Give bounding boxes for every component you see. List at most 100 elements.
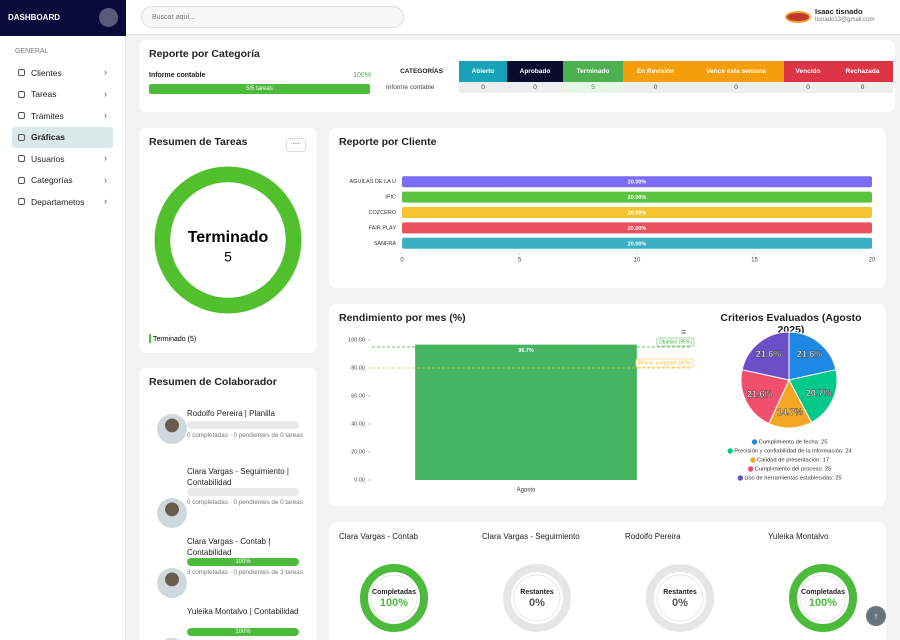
performance-card: Rendimiento por mes (%) Criterios Evalua… xyxy=(329,304,886,506)
x-tick-label: 15 xyxy=(751,258,758,264)
legend-swatch xyxy=(149,334,151,343)
menu-icon xyxy=(18,198,25,205)
menu-label: Clientes xyxy=(31,67,62,78)
value-label: 20.00% xyxy=(628,210,647,216)
gauge-value-label: 0% xyxy=(529,597,545,609)
menu-item[interactable]: Categorías › xyxy=(12,170,113,191)
client-card: Reporte por Cliente 0 5 10 15 20 AGUILAS DE L… xyxy=(329,128,886,288)
gauge-chart: Clara Vargas - ContabCompletadas100%Clar… xyxy=(339,532,857,632)
y-tick-label: 0.00 xyxy=(354,477,365,483)
gauge-card: Clara Vargas - Contab Completadas 100% Clar… xyxy=(329,522,886,640)
card-title: Reporte por Categoría xyxy=(149,48,260,60)
category-table: CATEGORÍAS Abierto Aprobado Terminado En Rev… xyxy=(384,61,893,93)
table-header: CATEGORÍAS Abierto Aprobado Terminado En Rev… xyxy=(384,61,893,82)
value-label: 21.6% xyxy=(747,389,773,399)
progress-track: 100% xyxy=(187,558,299,566)
legend-label: Cumplimiento del proceso: 25 xyxy=(755,467,832,473)
collaborator-name: Rodolfo Pereira | Planilla xyxy=(187,409,275,418)
avatar xyxy=(157,414,187,444)
menu-toggle[interactable] xyxy=(99,8,118,27)
menu-label: Trámites xyxy=(31,110,64,121)
y-tick-label: 20.00 xyxy=(351,449,365,455)
more-button[interactable]: ··· xyxy=(286,138,306,152)
y-tick-label: AGUILAS DE LA U xyxy=(350,179,396,185)
sidebar: DASHBOARD GENERAL Clientes › Tareas › Trámit… xyxy=(0,0,126,640)
chevron: › xyxy=(104,110,107,120)
user-email[interactable]: tisnado13@gmail.com xyxy=(815,17,875,23)
gauge-name: Clara Vargas - Seguimiento xyxy=(482,532,580,541)
category-card: Reporte por Categoría Informe contable 1… xyxy=(139,40,895,112)
collaborator-card: Resumen de Colaborador Rodolfo Pereira |… xyxy=(139,368,317,640)
pie-slice xyxy=(741,331,790,381)
progress-label: 100% xyxy=(235,559,251,565)
collaborator-name: Clara Vargas - Seguimiento | Contabilida… xyxy=(187,467,289,487)
value-label: 21.6% xyxy=(797,349,823,359)
menu-item[interactable]: Gráficas› xyxy=(12,126,113,148)
card-title: Resumen de Colaborador xyxy=(149,376,277,388)
value-label: 20.7% xyxy=(806,388,832,398)
header-cell: Vence esta semana xyxy=(688,61,784,82)
gauge-arc xyxy=(789,564,857,632)
gauge-inner xyxy=(656,574,704,622)
progress-label: 100% xyxy=(235,629,251,635)
progress-text: 0 completadas · 0 pendientes de 0 tareas xyxy=(187,432,303,439)
header-cell: Rechazada xyxy=(832,61,893,82)
menu-item[interactable]: Trámites › xyxy=(12,105,113,126)
row-label: Informe contable xyxy=(384,82,459,93)
bar xyxy=(402,237,872,249)
section-label: GENERAL xyxy=(15,48,49,55)
brand: DASHBOARD xyxy=(8,13,60,22)
menu-item[interactable]: Departametos › xyxy=(12,191,113,212)
progress-track: 5/5 tareas xyxy=(149,84,370,94)
center-label: Terminado xyxy=(188,229,269,246)
card-title: Resumen de Tareas xyxy=(149,136,248,148)
donut-inner-ring xyxy=(170,182,286,298)
gauge-center-label: Restantes xyxy=(663,589,697,596)
menu-icon xyxy=(18,133,25,141)
legend-dot xyxy=(751,439,758,445)
count-cell: 0 xyxy=(459,82,507,93)
menu-item[interactable]: Tareas › xyxy=(12,84,113,105)
progress-track xyxy=(187,421,299,429)
header-cell: Vencido xyxy=(784,61,832,82)
collaborator-name: Clara Vargas - Contab | Contabilidad xyxy=(187,537,271,557)
menu-label: Gráficas xyxy=(31,132,66,142)
gauge-center-label: Completadas xyxy=(801,589,845,596)
x-tick-label: Agosto xyxy=(517,488,536,494)
menu-item[interactable]: Clientes › xyxy=(12,62,113,83)
task-card: Resumen de Tareas ··· Terminado 5 Terminad… xyxy=(139,128,317,353)
header-cell: Aprobado xyxy=(507,61,563,82)
y-tick-label: FAIR PLAY xyxy=(369,225,397,231)
gauge-center-label: Restantes xyxy=(520,589,554,596)
gauge-track xyxy=(503,564,571,632)
y-tick-label: SANFRA xyxy=(374,241,397,247)
pie-slice xyxy=(788,369,838,424)
gauge-name: Clara Vargas - Contab xyxy=(339,532,419,541)
chevron: › xyxy=(104,67,107,77)
scroll-top-button[interactable]: ↑ xyxy=(866,606,886,626)
menu-icon xyxy=(18,69,25,76)
legend-label: Calidad de presentación: 17 xyxy=(757,458,829,464)
y-tick-label: 40.00 xyxy=(351,421,365,427)
gauge-arc xyxy=(360,564,428,632)
y-tick-label: IPIC xyxy=(385,195,396,201)
value-label: 96.7% xyxy=(518,348,534,354)
value-label: 20.00% xyxy=(628,195,647,201)
chevron: › xyxy=(104,174,107,185)
progress-fill xyxy=(187,628,299,636)
donut-segment xyxy=(154,166,302,314)
x-tick-label: 0 xyxy=(400,258,404,264)
gauge-track xyxy=(646,564,714,632)
progress-text: 3 completadas · 0 pendientes de 3 tareas xyxy=(187,569,303,576)
chart-menu[interactable]: ≡ xyxy=(681,327,687,337)
menu-icon xyxy=(18,155,25,162)
menu-item[interactable]: Usuarios › xyxy=(12,148,113,169)
search-box[interactable]: Buscar aquí... xyxy=(141,6,404,28)
progress-track: 100% xyxy=(187,628,299,636)
pie-slice xyxy=(740,369,790,425)
header-cell: Terminado xyxy=(563,61,623,82)
table-row: Informe contable 0 0 5 0 0 0 0 xyxy=(384,82,893,93)
header-cell: Abierto xyxy=(459,61,507,82)
header-cell: CATEGORÍAS xyxy=(400,68,443,75)
